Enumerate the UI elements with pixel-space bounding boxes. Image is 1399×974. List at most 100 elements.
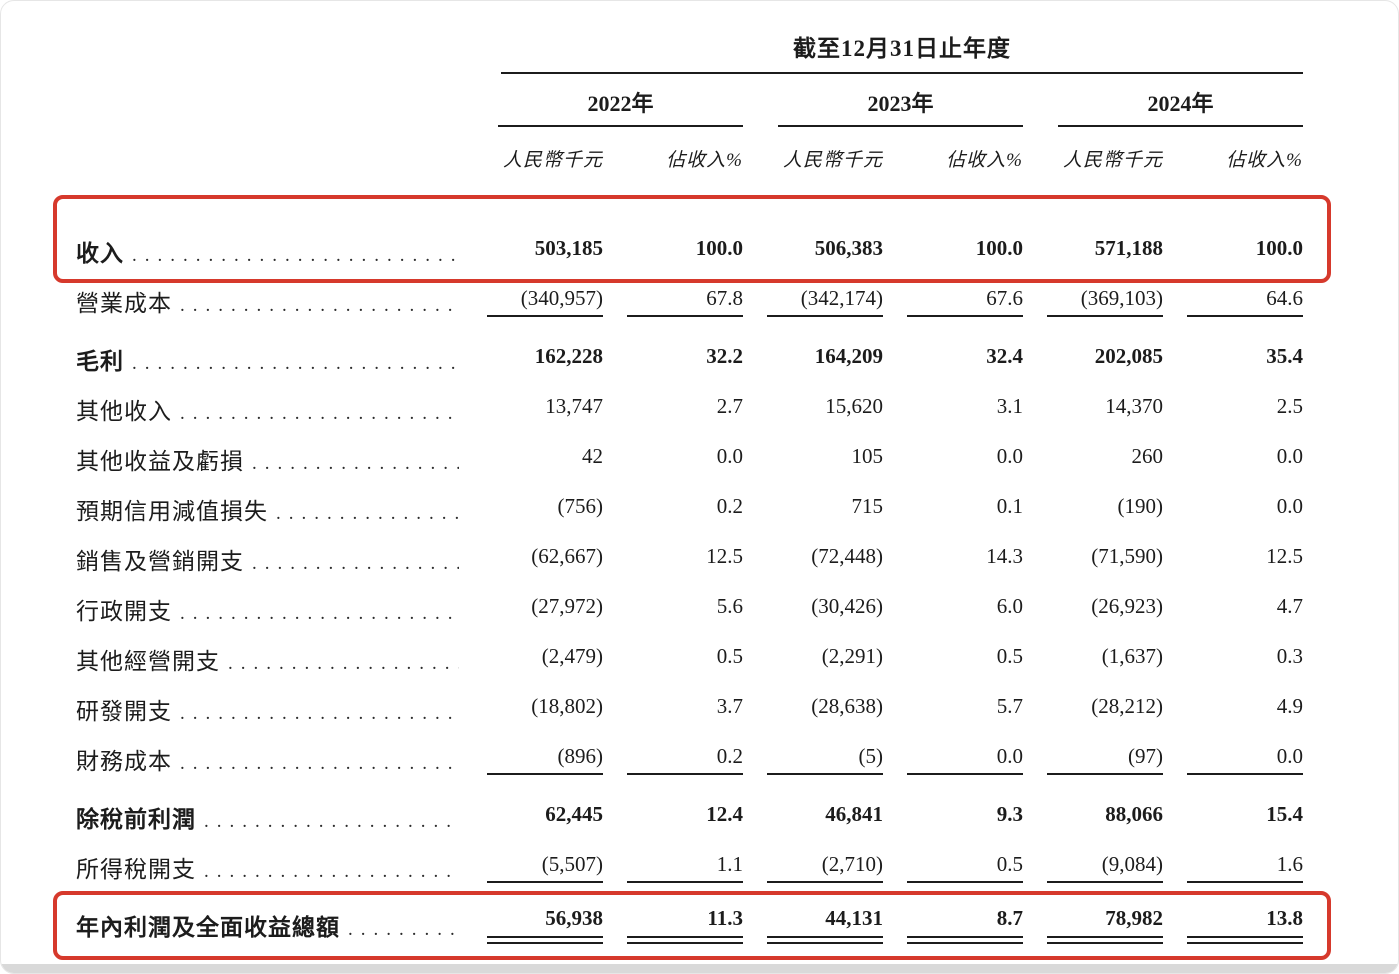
dot-leader [204,811,459,833]
value-cell: (2,291) [743,644,883,675]
cell-text: (28,212) [1091,693,1163,718]
dot-leader [348,919,459,941]
percent-cell: 35.4 [1163,344,1303,375]
percent-cell: 64.6 [1163,286,1303,317]
value-cell: (30,426) [743,594,883,625]
percent-cell: 0.0 [1163,444,1303,475]
row-label: 年內利潤及全面收益總額 [73,908,463,942]
percent-cell: 12.5 [1163,544,1303,575]
cell-text: (5) [767,744,883,775]
cell-text: 0.1 [996,493,1023,518]
dot-leader [132,245,459,267]
cell-text: 0.0 [1276,443,1303,468]
row-label: 營業成本 [73,284,463,318]
value-cell: (1,637) [1023,644,1163,675]
year-label-2023: 2023年 [778,86,1023,127]
value-cell: 164,209 [743,344,883,375]
cell-text: 88,066 [1105,801,1163,826]
cell-text: 67.8 [627,286,743,317]
dot-leader [228,653,459,675]
value-cell: 14,370 [1023,394,1163,425]
cell-text: (1,637) [1101,643,1163,668]
year-col-2023: 2023年 [743,86,1023,127]
percent-cell: 5.6 [603,594,743,625]
table-row: 收入 503,185 100.0 506,383 100.0 571,188 100.0 [53,195,1331,283]
cell-text: 503,185 [534,235,603,260]
pct-label-2024: 佔收入% [1226,150,1303,171]
table-row: 毛利 162,228 32.2 164,209 32.4 202,085 35.4 [73,334,1303,384]
percent-cell: 0.1 [883,494,1023,525]
table-row: 營業成本 (340,957) 67.8 (342,174) 67.6 (369,103) 6… [73,276,1303,326]
value-cell: 571,188 [1023,236,1163,267]
cell-text: 15.4 [1266,801,1303,826]
year-label-2024: 2024年 [1058,86,1303,127]
value-cell: 105 [743,443,884,475]
percent-cell: 4.7 [1163,594,1303,625]
value-cell: 78,982 [1023,906,1163,944]
cell-text: 15,620 [825,393,883,418]
cell-text: 11.3 [627,906,743,944]
cell-text: 0.5 [996,643,1023,668]
income-statement-table: 截至12月31日止年度 2022年 2023年 2024年 人民幣千元 佔收入%… [53,21,1331,960]
cell-text: 32.4 [986,343,1023,368]
value-cell: 13,747 [463,394,603,425]
table-row: 研發開支 (18,802) 3.7 (28,638) 5.7 (28,212) 4.9 [73,684,1303,734]
cell-text: 162,228 [534,343,603,368]
value-cell: (5) [743,744,883,775]
row-label-text: 收入 [76,241,124,266]
value-cell: (756) [463,493,604,525]
cell-text: (340,957) [487,286,603,317]
value-cell: (2,710) [743,852,883,883]
subheader-row: 人民幣千元 佔收入% 人民幣千元 佔收入% 人民幣千元 佔收入% [73,145,1303,172]
cell-text: (756) [557,493,604,518]
dot-leader [132,353,459,375]
value-cell: (9,084) [1023,852,1163,883]
percent-cell: 6.0 [883,594,1023,625]
cell-text: 67.6 [907,286,1023,317]
cell-text: 42 [582,443,603,468]
period-header-row: 截至12月31日止年度 [73,21,1303,74]
value-cell: (5,507) [463,852,603,883]
pct-label-2023: 佔收入% [946,150,1023,171]
row-label: 其他收入 [73,392,463,426]
cell-text: 12.5 [706,543,743,568]
value-cell: 62,445 [463,802,603,833]
value-cell: 56,938 [463,906,603,944]
pct-label-2022: 佔收入% [666,150,743,171]
subheader-spacer [73,145,463,172]
cell-text: 0.2 [716,493,743,518]
percent-cell: 13.8 [1163,906,1303,944]
cell-text: 13,747 [545,393,603,418]
cell-text: 715 [851,493,884,518]
cell-text: 260 [1131,443,1164,468]
cell-text: 9.3 [996,801,1023,826]
cell-text: 12.5 [1266,543,1303,568]
percent-cell: 5.7 [883,694,1023,725]
value-cell: 202,085 [1023,344,1163,375]
row-label-text: 毛利 [76,349,124,374]
cell-text: 506,383 [814,235,883,260]
year-header-spacer [73,86,463,127]
cell-text: (2,479) [541,643,603,668]
percent-cell: 12.4 [603,802,743,833]
percent-cell: 14.3 [883,544,1023,575]
row-label: 銷售及營銷開支 [73,542,463,576]
cell-text: 105 [851,443,884,468]
percent-cell: 4.9 [1163,694,1303,725]
value-cell: 503,185 [463,236,603,267]
row-label-text: 所得稅開支 [76,857,196,882]
cell-text: 3.7 [716,693,743,718]
cell-text: 4.9 [1276,693,1303,718]
value-cell: 162,228 [463,344,603,375]
row-label-text: 除稅前利潤 [76,807,196,832]
percent-cell: 3.7 [603,694,743,725]
cell-text: 0.2 [627,744,743,775]
percent-cell: 100.0 [883,236,1023,267]
percent-cell: 0.5 [603,644,743,675]
cell-text: 0.0 [996,443,1023,468]
cell-text: 6.0 [996,593,1023,618]
percent-cell: 67.8 [603,286,743,317]
value-cell: (342,174) [743,286,883,317]
cell-text: (62,667) [531,543,603,568]
